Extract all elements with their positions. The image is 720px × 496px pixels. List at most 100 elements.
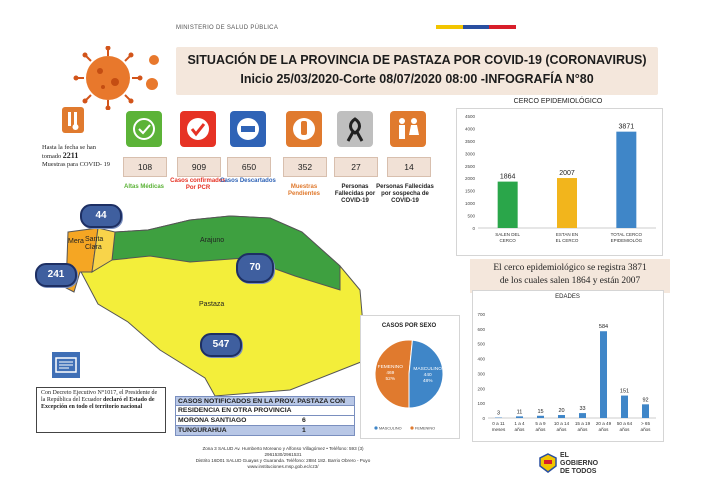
table-cell-province: TUNGURAHUA bbox=[178, 427, 227, 434]
page-subtitle: Inicio 25/03/2020-Corte 08/07/2020 08:00… bbox=[240, 72, 594, 86]
footer-line: Distrito 16D01 SALUD Guayas y Guaranda. … bbox=[195, 458, 371, 463]
x-tick-label: 10 a 14 años bbox=[554, 421, 570, 432]
sex-pie-chart: FEMENINO 469 52% MASCULINO 440 48% MASCULINO FE… bbox=[374, 339, 444, 431]
table-row: MORONA SANTIAGO 6 bbox=[175, 416, 355, 426]
y-tick-label: 1000 bbox=[465, 201, 476, 206]
x-tick-label: SALEN DEL CERCO bbox=[495, 232, 520, 243]
x-tick-label: 15 a 19 años bbox=[575, 421, 591, 432]
checkmark-icon bbox=[180, 111, 216, 147]
people-icon bbox=[390, 111, 426, 147]
samples-note-suffix: Muestras para COVID- 19 bbox=[42, 161, 110, 168]
decree-note: Con Decreto Ejecutivo N°1017, el Preside… bbox=[36, 387, 166, 433]
slice-label: FEMENINO 469 52% bbox=[378, 364, 404, 382]
footer-line: Zona 3 SALUD Av. Humberto Moreano y Alfo… bbox=[202, 446, 364, 451]
y-tick-label: 2000 bbox=[465, 176, 476, 181]
y-tick-label: 200 bbox=[477, 386, 485, 391]
table-cell-count: 1 bbox=[302, 427, 306, 434]
bar bbox=[497, 181, 518, 228]
kpi-value-altas: 108 bbox=[123, 157, 167, 177]
legend-label: FEMENINO bbox=[415, 427, 435, 431]
virus-icon bbox=[73, 46, 159, 110]
data-label: 20 bbox=[558, 408, 564, 414]
bar bbox=[642, 404, 649, 418]
kpi-value-confirmados: 909 bbox=[177, 157, 221, 177]
slice-label: MASCULINO 440 48% bbox=[413, 366, 442, 384]
y-tick-label: 0 bbox=[472, 226, 475, 231]
decree-text-a: Con Decreto Ejecutivo N°1017, el Preside… bbox=[41, 390, 158, 404]
data-label: 2007 bbox=[559, 170, 575, 177]
y-tick-label: 300 bbox=[477, 371, 485, 376]
x-tick-label: TOTAL CERCO EPIDEMIOLÓG bbox=[611, 232, 643, 243]
y-tick-label: 0 bbox=[482, 416, 485, 421]
y-tick-label: 3000 bbox=[465, 151, 476, 156]
ages-chart: 0 100 200 300 400 500 600 700 3 0 a 11 meses 11 1 a … bbox=[477, 312, 656, 432]
cerco-chart-title: CERCO EPIDEMIOLÓGICO bbox=[513, 98, 603, 105]
samples-note-prefix: Hasta la fecha se han tomado bbox=[42, 144, 96, 160]
legend-swatch bbox=[410, 426, 414, 430]
kpi-label-pendientes: Muestras Pendientes bbox=[287, 184, 320, 198]
bar bbox=[558, 415, 565, 418]
kpi-value-sospecha: 14 bbox=[387, 157, 431, 177]
kpi-label-altas: Altas Médicas bbox=[123, 184, 165, 190]
data-label: 584 bbox=[599, 324, 608, 330]
lab-sample-icon bbox=[286, 111, 322, 147]
kpi-label-sospecha: Personas Fallecidas por sospecha de COVI… bbox=[376, 184, 434, 205]
x-tick-label: 20 a 49 años bbox=[596, 421, 612, 432]
data-label: 33 bbox=[579, 406, 585, 412]
kpi-label-fallecidos: Personas Fallecidas por COVID-19 bbox=[334, 184, 376, 205]
cases-table-header-2: RESIDENCIA EN OTRA PROVINCIA bbox=[175, 406, 355, 416]
cerco-chart: 0 500 1000 1500 2000 2500 3000 3500 4000 4500 1864… bbox=[465, 114, 656, 243]
bar bbox=[616, 131, 637, 228]
footer-line: 2961530/2961531 bbox=[264, 452, 302, 457]
x-tick-label: 5 a 9 años bbox=[535, 421, 546, 432]
footer-contact: Zona 3 SALUD Av. Humberto Moreano y Alfo… bbox=[168, 446, 398, 470]
x-tick-label: 50 a 64 años bbox=[617, 421, 633, 432]
medical-discharge-icon bbox=[126, 111, 162, 147]
cerco-summary-line2: de los cuales salen 1864 y están 2007 bbox=[499, 276, 641, 286]
flag-stripe bbox=[436, 25, 517, 29]
kpi-value-descartados: 650 bbox=[227, 157, 271, 177]
data-label: 15 bbox=[537, 409, 543, 415]
y-tick-label: 4000 bbox=[465, 126, 476, 131]
map-label-arajuno: Arajuno bbox=[200, 237, 225, 244]
ministry-label: MINISTERIO DE SALUD PÚBLICA bbox=[176, 25, 279, 31]
bar bbox=[516, 416, 523, 418]
ages-chart-title: EDADES bbox=[555, 294, 580, 300]
footer-line: www.instituciones.msp.gob.ec/cz3/ bbox=[247, 464, 319, 469]
table-row: TUNGURAHUA 1 bbox=[175, 426, 355, 436]
logo-line: EL bbox=[560, 452, 569, 459]
government-logo-text: EL GOBIERNO DE TODOS bbox=[560, 452, 598, 476]
decree-icon bbox=[52, 352, 80, 378]
y-tick-label: 3500 bbox=[465, 139, 476, 144]
bar bbox=[621, 395, 628, 418]
map-label-santa-clara: Santa Clara bbox=[85, 236, 104, 251]
x-tick-label: 0 a 11 meses bbox=[492, 421, 506, 432]
samples-icon bbox=[62, 107, 84, 133]
map-badge-santa-clara: 241 bbox=[35, 263, 77, 287]
y-tick-label: 400 bbox=[477, 357, 485, 362]
cases-table-header-1: CASOS NOTIFICADOS EN LA PROV. PASTAZA CO… bbox=[175, 396, 355, 406]
data-label: 1864 bbox=[500, 174, 516, 181]
pie-slice bbox=[408, 339, 444, 409]
y-tick-label: 500 bbox=[467, 214, 475, 219]
data-label: 3871 bbox=[619, 124, 635, 131]
government-logo-icon bbox=[539, 453, 557, 473]
y-tick-label: 600 bbox=[477, 327, 485, 332]
map-badge-pastaza: 547 bbox=[200, 333, 242, 357]
bar bbox=[537, 415, 544, 418]
bar bbox=[579, 413, 586, 418]
pastaza-map bbox=[65, 215, 367, 397]
bar bbox=[557, 178, 577, 228]
y-tick-label: 4500 bbox=[465, 114, 476, 119]
x-tick-label: ESTAN EN EL CERCO bbox=[556, 232, 579, 243]
title-box: SITUACIÓN DE LA PROVINCIA DE PASTAZA POR… bbox=[176, 47, 658, 95]
ages-chart-panel bbox=[472, 290, 664, 442]
cerco-summary-line1: El cerco epidemiológico se registra 3871 bbox=[493, 263, 647, 273]
bar bbox=[600, 331, 607, 418]
x-tick-label: 1 a 4 años bbox=[514, 421, 525, 432]
cerco-summary: El cerco epidemiológico se registra 3871… bbox=[470, 259, 670, 293]
y-tick-label: 500 bbox=[477, 342, 485, 347]
map-label-pastaza: Pastaza bbox=[199, 301, 225, 308]
table-cell-count: 6 bbox=[302, 417, 306, 424]
